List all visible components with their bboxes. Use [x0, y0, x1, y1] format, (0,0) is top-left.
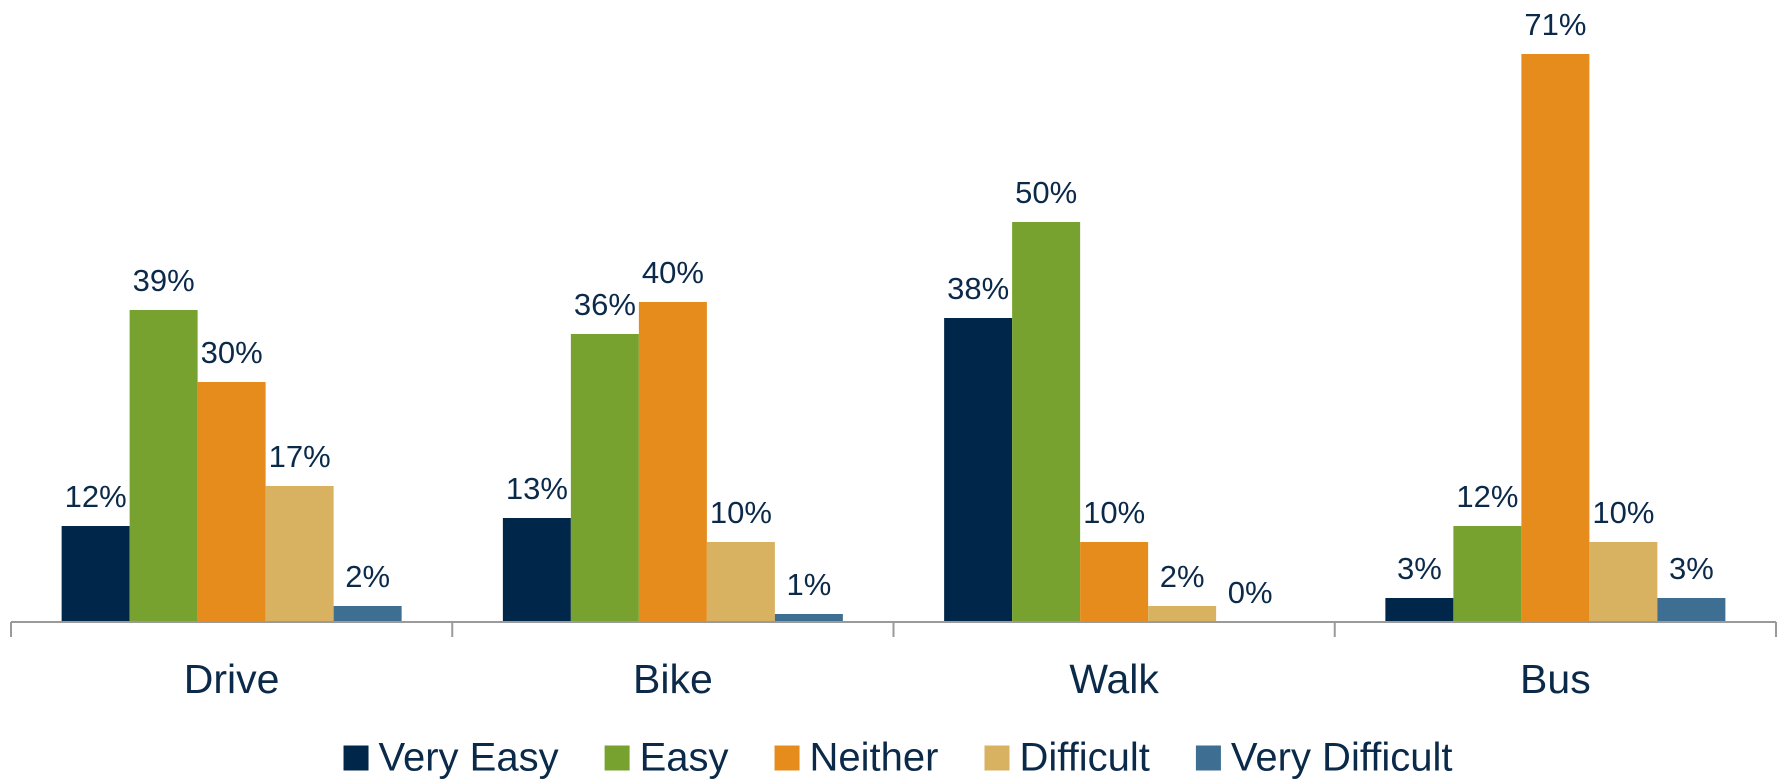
value-label: 10%: [1083, 495, 1145, 530]
bar: [1521, 54, 1590, 622]
bar: [129, 310, 198, 622]
x-tick-label: Bike: [633, 656, 713, 702]
legend-swatch: [774, 745, 800, 771]
value-label: 38%: [947, 271, 1009, 306]
bar: [1657, 598, 1726, 622]
bar: [774, 614, 843, 622]
bar: [502, 518, 571, 622]
legend-label: Difficult: [1019, 736, 1149, 780]
x-tick-label: Bus: [1520, 656, 1591, 702]
bar: [1589, 542, 1658, 622]
value-label: 2%: [345, 559, 390, 594]
value-label: 2%: [1160, 559, 1205, 594]
bar: [570, 334, 639, 622]
value-label: 1%: [786, 567, 831, 602]
value-label: 10%: [710, 495, 772, 530]
legend-label: Very Difficult: [1231, 736, 1453, 780]
bar: [1453, 526, 1522, 622]
value-label: 17%: [269, 439, 331, 474]
bar: [706, 542, 775, 622]
value-label: 10%: [1592, 495, 1654, 530]
value-label: 13%: [506, 471, 568, 506]
value-label: 40%: [642, 255, 704, 290]
value-label: 12%: [1456, 479, 1518, 514]
bar: [61, 526, 130, 622]
value-label: 3%: [1669, 551, 1714, 586]
bar: [333, 606, 402, 622]
bar: [1012, 222, 1081, 622]
value-label: 50%: [1015, 175, 1077, 210]
legend-label: Neither: [810, 736, 939, 780]
bar: [944, 318, 1013, 622]
value-label: 39%: [133, 263, 195, 298]
value-label: 71%: [1524, 7, 1586, 42]
bar: [265, 486, 334, 622]
value-label: 12%: [65, 479, 127, 514]
value-label: 30%: [201, 335, 263, 370]
x-tick-label: Drive: [184, 656, 280, 702]
value-label: 0%: [1228, 575, 1273, 610]
value-label: 3%: [1397, 551, 1442, 586]
legend-label: Very Easy: [379, 736, 559, 780]
legend-swatch: [604, 745, 630, 771]
bar: [1148, 606, 1217, 622]
value-label: 36%: [574, 287, 636, 322]
bar: [197, 382, 266, 622]
legend-swatch: [343, 745, 369, 771]
x-tick-label: Walk: [1069, 656, 1159, 702]
legend-swatch: [984, 745, 1010, 771]
bar: [1385, 598, 1454, 622]
bar: [1080, 542, 1149, 622]
legend-swatch: [1195, 745, 1221, 771]
legend-label: Easy: [640, 736, 729, 780]
bar: [638, 302, 707, 622]
